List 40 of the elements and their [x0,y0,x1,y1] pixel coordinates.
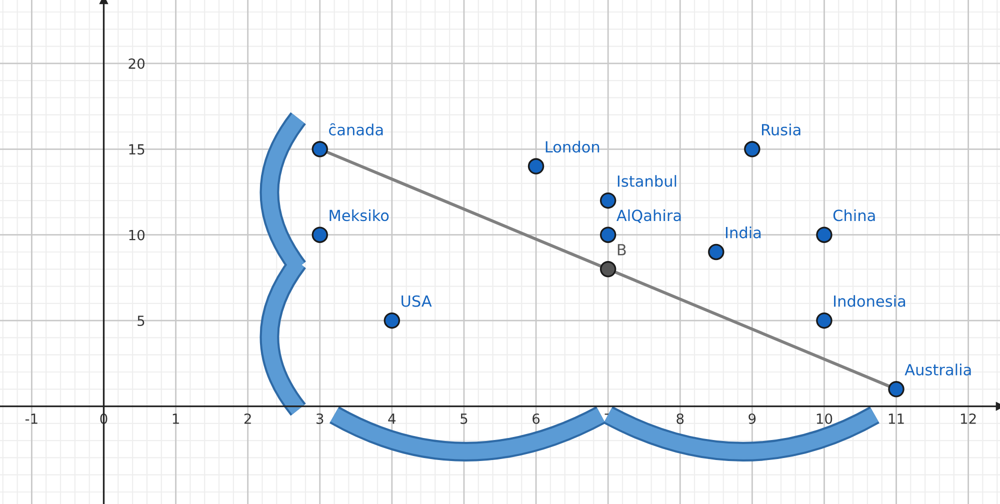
series-label: India [726,226,761,238]
y-tick-label: 20 [128,58,144,69]
point [744,141,760,158]
series-label: Indonesia [834,295,906,307]
x-tick-label: 9 [748,413,756,424]
y-tick-label: 10 [129,230,144,240]
y-tick-label: 5 [138,316,144,326]
x-tick-label: 4 [388,414,396,424]
point [708,244,724,260]
series-label: AlQahira [616,209,681,223]
x-tick-label: 5 [460,414,468,424]
point [600,226,616,243]
point [816,226,832,243]
x-tick-label: 2 [244,413,251,424]
series-label: Rusia [762,124,800,136]
x-tick-label: 10 [816,413,832,424]
point [600,192,616,209]
x-tick-label: 11 [888,414,904,424]
point [312,226,328,243]
x-tick-label: 3 [316,413,324,424]
x-tick-label: 12 [960,413,976,424]
point [816,312,832,329]
series-label: China [833,209,875,222]
x-tick-label: 6 [532,413,540,424]
series-label: Meksiko [330,209,389,222]
point [600,261,616,278]
series-label: Istanbul [618,175,676,187]
point [888,381,904,398]
x-tick-label: -1 [25,414,38,424]
point [528,158,544,174]
series-label: Australia [904,364,971,376]
series-label: USA [402,295,432,307]
series-label: London [546,140,600,153]
x-tick-label: 1 [172,414,179,424]
series-label: c̑anada [329,123,383,136]
point [312,141,328,158]
point [384,312,400,329]
x-tick-label: 8 [676,413,684,424]
series-label: B [618,244,626,256]
y-tick-label: 15 [129,144,144,155]
